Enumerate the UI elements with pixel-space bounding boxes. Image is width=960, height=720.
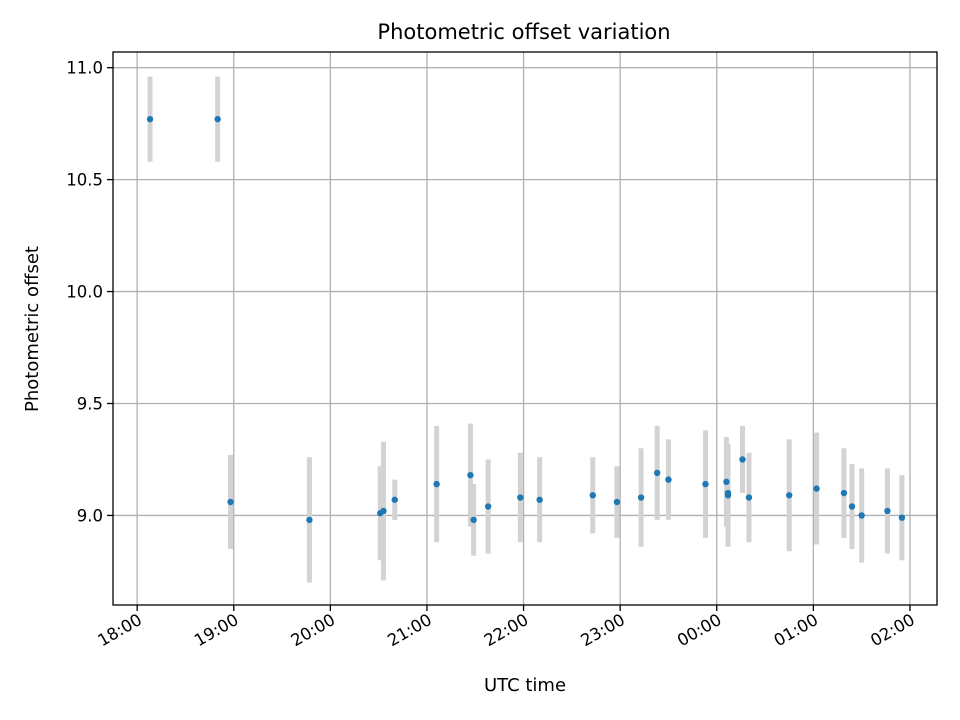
error-bars bbox=[147, 76, 905, 583]
x-tick-label: 23:00 bbox=[577, 610, 628, 650]
data-point bbox=[848, 503, 856, 510]
data-point bbox=[146, 115, 154, 123]
data-point bbox=[724, 489, 732, 497]
x-tick-label: 02:00 bbox=[867, 610, 918, 650]
data-point bbox=[433, 480, 440, 488]
data-point bbox=[589, 492, 596, 499]
data-point bbox=[702, 480, 709, 488]
plot-frame bbox=[112, 51, 938, 606]
x-tick-label: 00:00 bbox=[674, 610, 725, 650]
data-point bbox=[380, 507, 387, 515]
data-point bbox=[884, 507, 891, 515]
data-point bbox=[665, 476, 672, 483]
x-tick-label: 20:00 bbox=[288, 610, 339, 650]
y-tick-label: 9.5 bbox=[77, 395, 103, 414]
y-axis-label: Photometric offset bbox=[22, 246, 43, 412]
data-point bbox=[536, 496, 543, 503]
data-point bbox=[898, 514, 906, 521]
y-tick-label: 11.0 bbox=[66, 59, 103, 78]
y-tick-label: 9.0 bbox=[77, 506, 103, 525]
data-point bbox=[653, 469, 661, 477]
data-point bbox=[306, 516, 313, 524]
data-point bbox=[467, 471, 474, 479]
x-axis-ticks: 18:00 19:00 20:00 21:00 22:00 23:00 00:00 01:00… bbox=[94, 605, 918, 650]
data-point bbox=[739, 456, 746, 463]
data-point bbox=[858, 512, 865, 519]
data-point bbox=[723, 478, 730, 486]
x-axis-label: UTC time bbox=[484, 675, 566, 696]
data-point bbox=[517, 494, 524, 501]
x-tick-label: 21:00 bbox=[384, 610, 435, 650]
chart-title: Photometric offset variation bbox=[377, 20, 670, 44]
y-tick-label: 10.5 bbox=[66, 171, 103, 190]
data-point bbox=[484, 503, 492, 510]
x-tick-label: 18:00 bbox=[94, 610, 145, 650]
data-point bbox=[214, 115, 221, 123]
data-point bbox=[813, 485, 820, 492]
data-point bbox=[470, 516, 477, 524]
data-points bbox=[146, 115, 906, 524]
grid-lines bbox=[113, 52, 937, 605]
data-point bbox=[786, 492, 793, 499]
y-tick-label: 10.0 bbox=[66, 283, 103, 302]
data-point bbox=[391, 496, 398, 503]
x-tick-label: 22:00 bbox=[481, 610, 532, 650]
data-point bbox=[227, 498, 234, 506]
x-tick-label: 19:00 bbox=[191, 610, 242, 650]
data-point bbox=[745, 494, 753, 501]
data-point bbox=[637, 494, 645, 501]
y-axis-ticks: 9.0 9.5 10.0 10.5 11.0 bbox=[66, 59, 113, 525]
x-tick-label: 01:00 bbox=[771, 610, 822, 650]
data-point bbox=[840, 489, 848, 497]
data-point bbox=[613, 498, 621, 506]
